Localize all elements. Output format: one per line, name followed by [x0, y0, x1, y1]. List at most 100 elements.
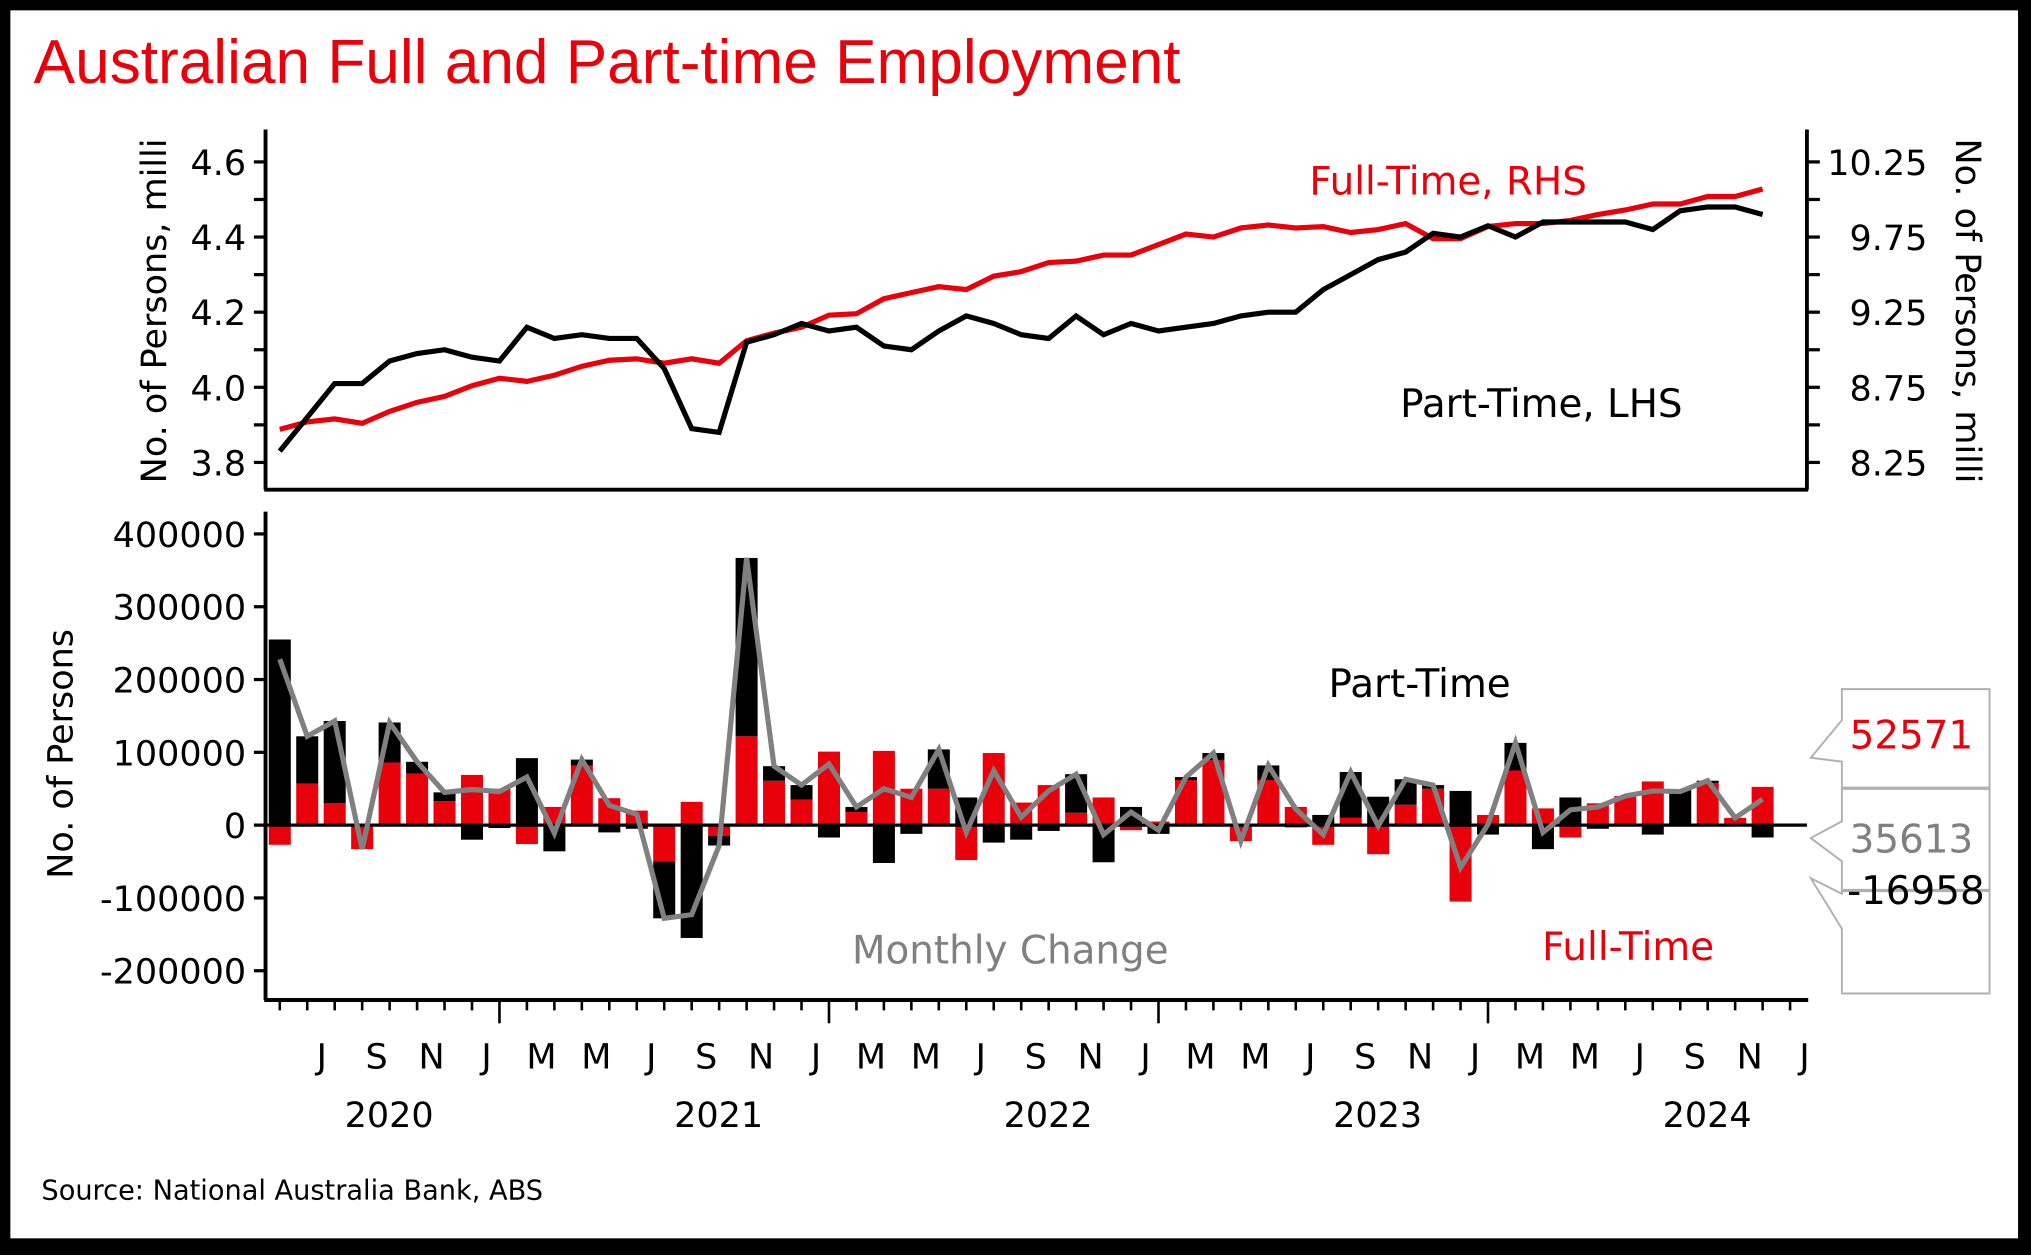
full-time-bar	[763, 780, 786, 826]
part-time-bar	[625, 825, 648, 829]
full-time-bar	[268, 825, 291, 845]
x-month-label: M	[1515, 1038, 1545, 1078]
full-time-bar	[433, 801, 456, 826]
part-time-bar	[1641, 825, 1664, 835]
x-year-label: 2021	[674, 1096, 763, 1136]
full-time-bar	[955, 825, 978, 861]
full-time-bar	[735, 736, 758, 826]
full-time-bar	[845, 812, 868, 826]
part-time-label: Part-Time	[1329, 662, 1511, 707]
part-time-line	[277, 204, 1764, 453]
callout-full-time-value: 52571	[1850, 714, 1974, 759]
full-time-bar	[1065, 812, 1088, 826]
x-month-label: S	[1025, 1038, 1047, 1078]
top-panel: 3.8 4.0 4.2 4.4 4.6 8.25 8.75 9.25 9.75 10.25 No…	[135, 129, 1987, 492]
part-time-bar	[680, 825, 703, 938]
part-time-bar	[1312, 814, 1335, 826]
x-month-label: S	[1684, 1038, 1706, 1078]
part-time-bar	[296, 736, 319, 784]
top-right-tick-label: 9.75	[1850, 219, 1928, 259]
part-time-bar	[1477, 825, 1500, 835]
x-month-label: N	[419, 1038, 445, 1078]
bottom-y-axis-label: No. of Persons	[42, 629, 82, 879]
full-time-bar	[1724, 817, 1747, 826]
full-time-bar	[1367, 825, 1390, 855]
part-time-bar	[1092, 825, 1115, 863]
full-time-bar	[1339, 817, 1362, 826]
x-year-label: 2022	[1004, 1096, 1093, 1136]
callout-full-time: 52571	[1808, 688, 1991, 789]
chart-title: Australian Full and Part-time Employment	[34, 28, 1181, 97]
x-month-label: M	[1185, 1038, 1215, 1078]
part-time-bar	[515, 758, 538, 826]
full-time-bar	[1147, 821, 1170, 826]
full-time-bar	[790, 799, 813, 826]
part-time-bar	[1037, 825, 1060, 831]
source-note: Source: National Australia Bank, ABS	[41, 1175, 543, 1206]
x-year-label: 2023	[1333, 1096, 1422, 1136]
full-time-bar	[1696, 782, 1719, 826]
monthly-change-label: Monthly Change	[852, 929, 1169, 974]
part-time-bar	[1669, 790, 1692, 826]
top-right-tick-label: 9.25	[1850, 294, 1928, 334]
part-time-bar	[406, 761, 429, 774]
x-month-label: J	[1138, 1038, 1150, 1078]
callout-part-time: -16958	[1808, 869, 1991, 995]
top-right-axis-label: No. of Persons, milli	[1947, 138, 1987, 483]
x-month-label: N	[1078, 1038, 1104, 1078]
top-left-tick-label: 4.2	[190, 294, 246, 334]
top-right-tick-label: 8.75	[1850, 369, 1928, 409]
x-month-label: M	[856, 1038, 886, 1078]
bottom-y-tick-label: -100000	[100, 880, 246, 920]
x-month-label: J	[644, 1038, 656, 1078]
part-time-bar	[1751, 825, 1774, 838]
top-right-tick-label: 10.25	[1827, 144, 1927, 184]
x-month-label: J	[1468, 1038, 1480, 1078]
x-month-label: N	[1407, 1038, 1433, 1078]
full-time-bar	[653, 825, 676, 862]
full-time-bar	[982, 753, 1005, 826]
part-time-lhs-label: Part-Time, LHS	[1400, 382, 1682, 427]
bottom-y-tick-label: -200000	[100, 953, 246, 993]
monthly-change-line	[277, 557, 1765, 922]
chart-background	[10, 10, 2019, 1239]
full-time-bar	[323, 803, 346, 826]
full-time-bar	[488, 788, 511, 826]
x-month-label: S	[1354, 1038, 1376, 1078]
x-month-label: M	[1240, 1038, 1270, 1078]
full-time-bar	[1257, 779, 1280, 826]
full-time-bar	[378, 762, 401, 826]
full-time-bar	[1641, 781, 1664, 826]
part-time-bar	[982, 825, 1005, 843]
x-month-label: S	[366, 1038, 388, 1078]
full-time-rhs-label: Full-Time, RHS	[1309, 159, 1586, 204]
callout-part-time-value: -16958	[1847, 869, 1985, 914]
full-time-label: Full-Time	[1542, 925, 1714, 970]
full-time-line	[279, 186, 1764, 432]
full-time-bar	[515, 825, 538, 845]
part-time-bar	[268, 639, 291, 826]
part-time-bar	[598, 825, 621, 833]
part-time-bar	[1586, 825, 1609, 829]
part-time-bar	[1449, 790, 1472, 826]
full-time-bar	[1559, 825, 1582, 838]
bottom-y-tick-label: 300000	[113, 589, 246, 629]
full-time-bar	[1751, 786, 1774, 826]
top-left-axis-label: No. of Persons, milli	[135, 138, 175, 483]
top-left-tick-label: 4.0	[190, 369, 246, 409]
top-left-tick-label: 4.6	[190, 144, 246, 184]
callout-monthly-change-value: 35613	[1850, 817, 1974, 862]
part-time-bar	[817, 825, 840, 838]
callout-monthly-change: 35613	[1809, 787, 1991, 891]
x-year-label: 2024	[1663, 1096, 1752, 1136]
full-time-bar	[1614, 796, 1637, 826]
full-time-bar	[680, 801, 703, 826]
bottom-y-tick-label: 0	[224, 807, 246, 847]
full-time-bar	[460, 774, 484, 826]
part-time-bar	[433, 792, 456, 802]
x-month-label: M	[581, 1038, 611, 1078]
part-time-bar	[872, 825, 895, 863]
part-time-bar	[790, 785, 813, 800]
